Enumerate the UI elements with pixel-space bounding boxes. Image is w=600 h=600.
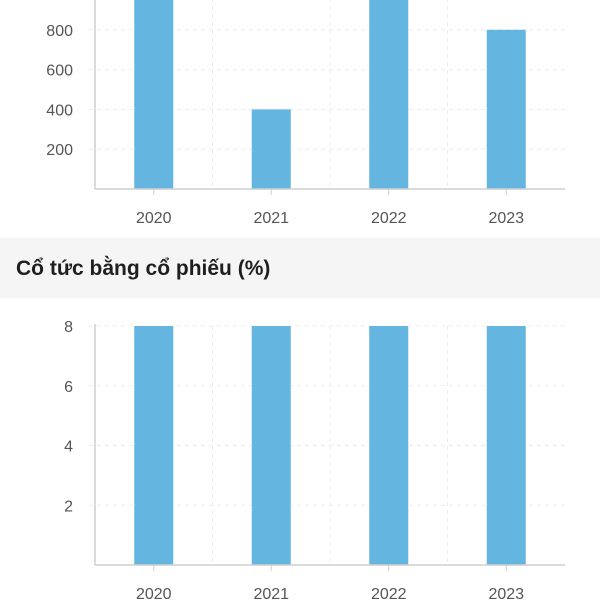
y-tick-label: 6 bbox=[64, 379, 73, 396]
bar-2023 bbox=[486, 29, 526, 189]
bar-2020 bbox=[134, 0, 174, 189]
bar-2023 bbox=[486, 326, 526, 565]
x-tick-label: 2021 bbox=[253, 586, 289, 600]
y-tick-label: 800 bbox=[46, 23, 73, 40]
cash-dividend-chart: 200 400 600 800 2020 2021 2022 2023 bbox=[0, 0, 600, 236]
y-tick-label: 400 bbox=[46, 102, 73, 119]
y-tick-label: 8 bbox=[64, 319, 73, 336]
stock-dividend-chart-svg: 2 4 6 8 2020 2021 2022 2023 bbox=[64, 319, 565, 600]
bar-2022 bbox=[369, 0, 409, 189]
x-tick-label: 2020 bbox=[136, 210, 172, 227]
bar-2021 bbox=[251, 326, 291, 565]
section-header: Cổ tức bằng cổ phiếu (%) bbox=[0, 238, 600, 298]
x-tick-label: 2023 bbox=[488, 586, 524, 600]
section-title: Cổ tức bằng cổ phiếu (%) bbox=[16, 257, 271, 280]
x-tick-label: 2022 bbox=[371, 586, 407, 600]
x-tick-label: 2023 bbox=[488, 210, 524, 227]
stock-dividend-chart: 2 4 6 8 2020 2021 2022 2023 bbox=[0, 300, 600, 600]
x-tick-label: 2022 bbox=[371, 210, 407, 227]
x-tick-label: 2020 bbox=[136, 586, 172, 600]
cash-dividend-chart-svg: 200 400 600 800 2020 2021 2022 2023 bbox=[46, 0, 565, 227]
bar-2021 bbox=[251, 109, 291, 189]
y-tick-label: 4 bbox=[64, 439, 73, 456]
bar-2022 bbox=[369, 326, 409, 565]
y-tick-label: 600 bbox=[46, 63, 73, 80]
x-tick-label: 2021 bbox=[253, 210, 289, 227]
y-tick-label: 200 bbox=[46, 142, 73, 159]
y-tick-label: 2 bbox=[64, 498, 73, 515]
bar-2020 bbox=[134, 326, 174, 565]
